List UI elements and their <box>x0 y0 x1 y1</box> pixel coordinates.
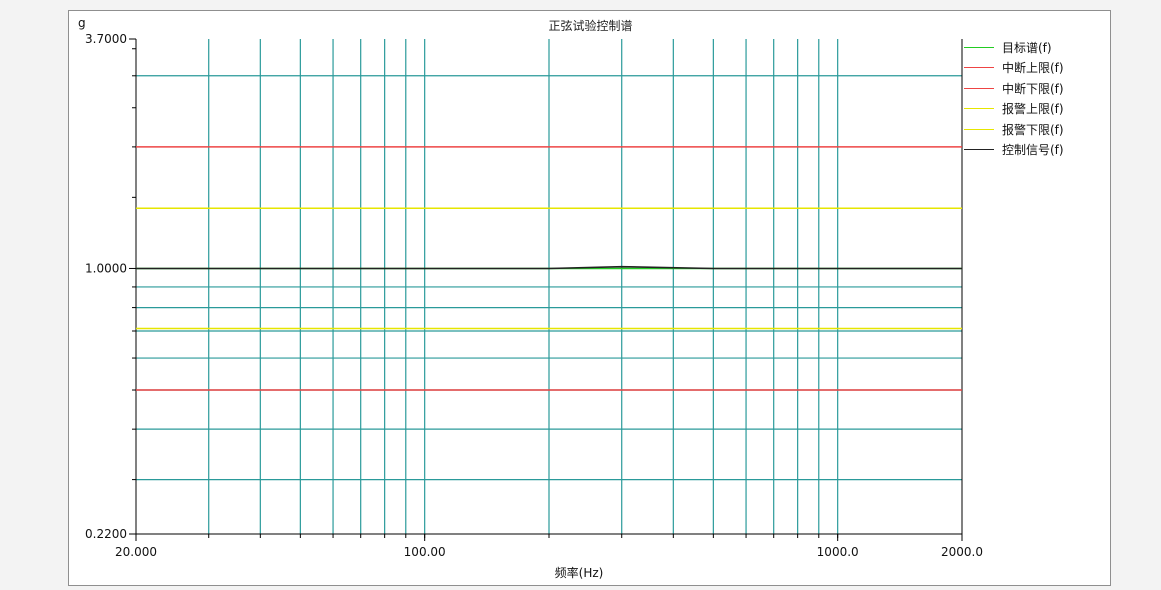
legend-item: 目标谱(f) <box>964 37 1064 58</box>
y-tick-label: 0.2200 <box>85 527 127 541</box>
chart-legend: 目标谱(f) 中断上限(f) 中断下限(f) 报警上限(f) 报警下限(f) 控制信号(f… <box>964 37 1064 160</box>
legend-swatch <box>964 108 994 110</box>
legend-swatch <box>964 87 994 89</box>
legend-swatch <box>964 67 994 69</box>
x-tick-label: 20.000 <box>115 545 157 559</box>
x-tick-label: 100.00 <box>404 545 446 559</box>
series-line <box>136 265 962 270</box>
legend-label: 控制信号(f) <box>1002 143 1064 158</box>
legend-swatch <box>964 46 994 48</box>
legend-swatch <box>964 149 994 151</box>
legend-item: 控制信号(f) <box>964 140 1064 161</box>
y-axis-label: g <box>78 16 86 30</box>
legend-label: 目标谱(f) <box>1002 40 1052 55</box>
chart-plot: 3.7000 1.0000 0.2200 20.000 100.00 1000.0 2000… <box>78 16 983 580</box>
legend-label: 报警下限(f) <box>1002 122 1064 137</box>
chart-panel: 正弦试验控制谱 3.7000 1.0000 0.2200 20.000 100.00 10… <box>68 10 1111 586</box>
legend-item: 报警下限(f) <box>964 119 1064 140</box>
legend-label: 报警上限(f) <box>1002 102 1064 117</box>
y-tick-label: 1.0000 <box>85 261 127 275</box>
legend-swatch <box>964 128 994 130</box>
chart-title: 正弦试验控制谱 <box>548 19 633 33</box>
legend-item: 中断上限(f) <box>964 58 1064 79</box>
x-axis-label: 频率(Hz) <box>555 565 604 580</box>
legend-item: 中断下限(f) <box>964 78 1064 99</box>
y-tick-label: 3.7000 <box>85 32 127 46</box>
x-tick-label: 1000.0 <box>817 545 859 559</box>
legend-item: 报警上限(f) <box>964 99 1064 120</box>
legend-label: 中断上限(f) <box>1002 61 1064 76</box>
x-tick-label: 2000.0 <box>941 545 983 559</box>
legend-label: 中断下限(f) <box>1002 81 1064 96</box>
